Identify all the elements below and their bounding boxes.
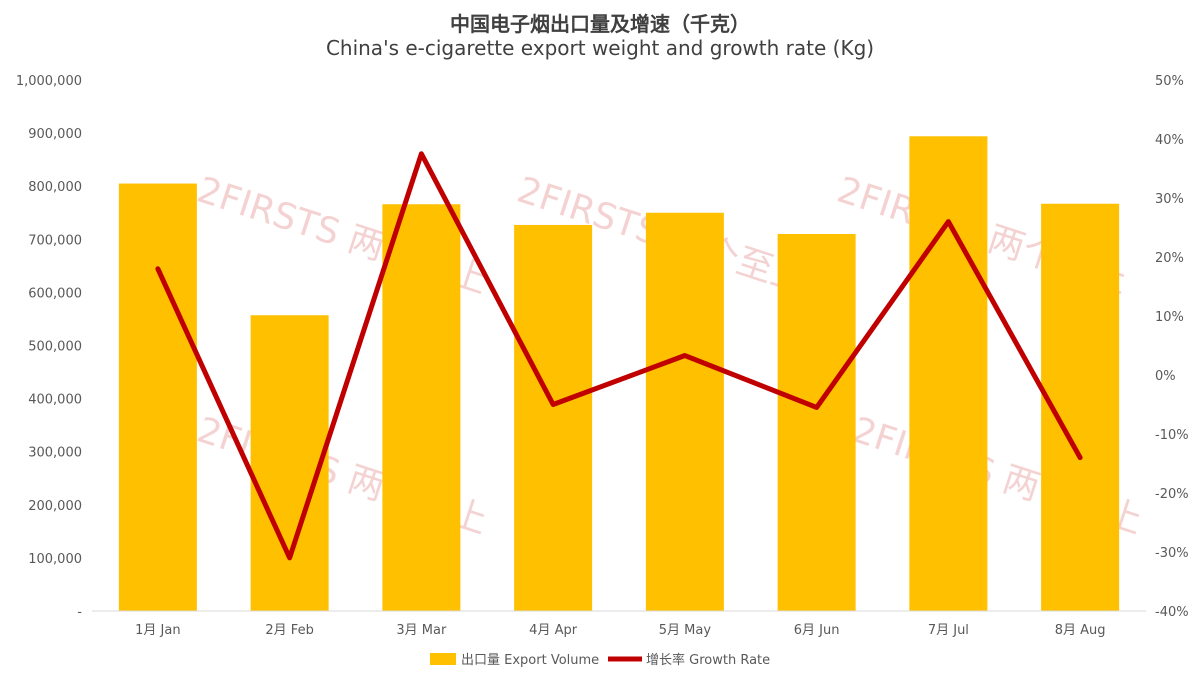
x-tick-label: 2月 Feb — [265, 623, 313, 638]
x-tick-label: 6月 Jun — [794, 623, 840, 638]
legend-swatch-export-volume — [430, 653, 456, 665]
right-tick-label: 0% — [1155, 369, 1176, 384]
bar-5 — [645, 212, 724, 611]
legend: 出口量 Export Volume 增长率 Growth Rate — [430, 652, 770, 668]
left-tick-label: - — [77, 605, 82, 620]
left-tick-label: 100,000 — [28, 552, 82, 567]
x-tick-label: 3月 Mar — [396, 623, 447, 638]
legend-label-export-volume: 出口量 Export Volume — [461, 653, 599, 668]
left-axis: - 100,000 200,000 300,000 400,000 500,000 600,… — [16, 74, 82, 620]
x-tick-label: 5月 May — [659, 623, 712, 638]
right-tick-label: -20% — [1155, 487, 1189, 502]
right-tick-label: 50% — [1155, 74, 1184, 89]
right-tick-label: -10% — [1155, 428, 1189, 443]
chart-subtitle: China's e-cigarette export weight and gr… — [325, 36, 875, 60]
bar-6 — [777, 233, 856, 612]
bar-3 — [382, 204, 461, 611]
left-tick-label: 800,000 — [28, 180, 82, 195]
left-tick-label: 400,000 — [28, 393, 82, 408]
left-tick-label: 500,000 — [28, 340, 82, 355]
bar-4 — [514, 224, 593, 611]
growth-rate-line — [155, 151, 1083, 561]
left-tick-label: 900,000 — [28, 127, 82, 142]
right-tick-label: 30% — [1155, 192, 1184, 207]
right-tick-label: 10% — [1155, 310, 1184, 325]
right-axis: -40% -30% -20% -10% 0% 10% 20% 30% 40% 50% — [1155, 74, 1189, 620]
left-tick-label: 700,000 — [28, 233, 82, 248]
growth-line-series — [155, 151, 1083, 561]
bar-1 — [118, 183, 197, 612]
left-tick-label: 1,000,000 — [16, 74, 82, 89]
right-tick-label: 40% — [1155, 133, 1184, 148]
x-axis: 1月 Jan 2月 Feb 3月 Mar 4月 Apr 5月 May 6月 Jun 7月 J… — [135, 623, 1105, 638]
chart-title: 中国电子烟出口量及增速（千克） — [450, 12, 750, 36]
left-tick-label: 300,000 — [28, 446, 82, 461]
x-tick-label: 1月 Jan — [135, 623, 180, 638]
left-tick-label: 200,000 — [28, 499, 82, 514]
x-tick-label: 8月 Aug — [1055, 623, 1106, 638]
left-tick-label: 600,000 — [28, 286, 82, 301]
bar-2 — [250, 315, 329, 611]
x-tick-label: 4月 Apr — [529, 623, 578, 638]
x-tick-label: 7月 Jul — [928, 623, 969, 638]
right-tick-label: -40% — [1155, 605, 1189, 620]
bar-series — [118, 136, 1120, 612]
bar-7 — [909, 136, 988, 611]
legend-label-growth-rate: 增长率 Growth Rate — [646, 652, 770, 668]
right-tick-label: 20% — [1155, 251, 1184, 266]
right-tick-label: -30% — [1155, 546, 1189, 561]
